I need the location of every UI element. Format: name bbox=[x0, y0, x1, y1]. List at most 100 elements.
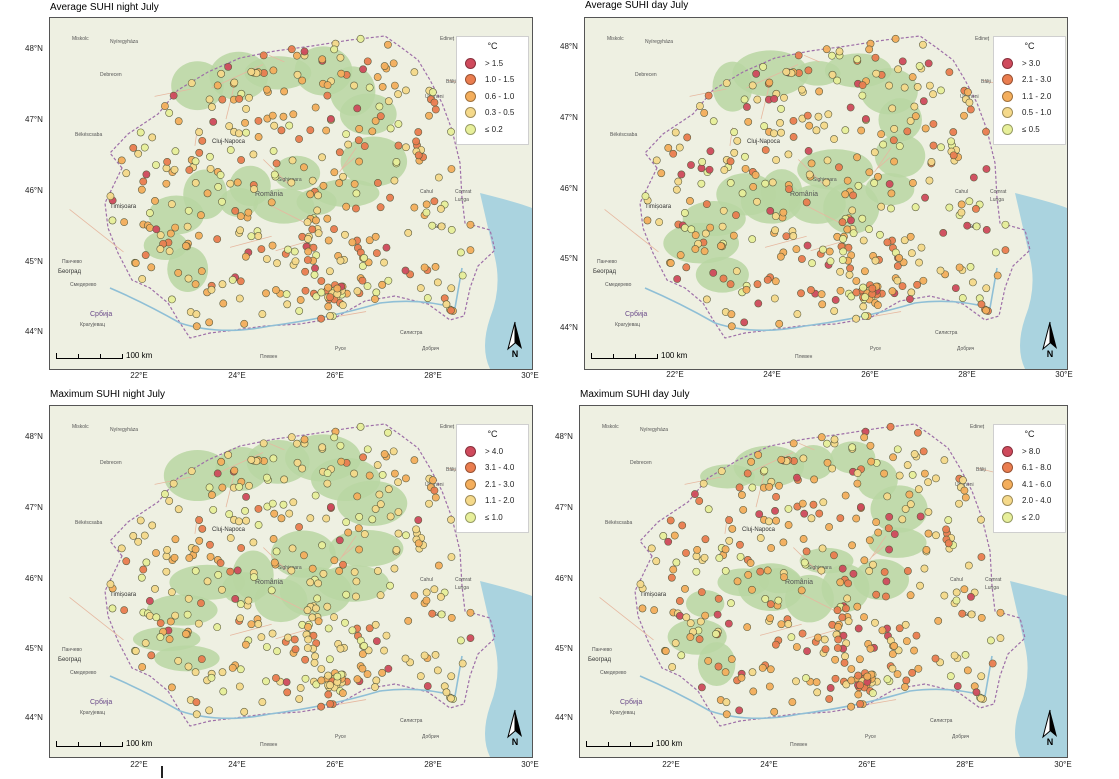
suhi-station-marker bbox=[890, 642, 898, 650]
place-label-balti: Bălți bbox=[446, 467, 456, 473]
suhi-station-marker bbox=[969, 173, 978, 182]
suhi-station-marker bbox=[793, 473, 801, 482]
suhi-station-marker bbox=[903, 461, 912, 469]
legend-item: 2.1 - 3.0 bbox=[1002, 72, 1057, 89]
suhi-station-marker bbox=[209, 505, 218, 514]
suhi-station-marker bbox=[402, 531, 410, 540]
suhi-station-marker bbox=[233, 178, 242, 187]
suhi-station-marker bbox=[924, 478, 932, 487]
suhi-station-marker bbox=[726, 157, 735, 166]
suhi-station-marker bbox=[982, 306, 990, 315]
suhi-station-marker bbox=[254, 232, 263, 240]
x-tick-label: 22°E bbox=[666, 370, 684, 379]
suhi-station-marker bbox=[304, 235, 312, 243]
suhi-station-marker bbox=[826, 257, 835, 266]
suhi-station-marker bbox=[852, 277, 861, 285]
suhi-station-marker bbox=[195, 536, 204, 545]
suhi-station-marker bbox=[865, 567, 874, 575]
x-tick-label: 30°E bbox=[521, 371, 539, 380]
place-label-silistra: Силистра bbox=[400, 718, 423, 724]
black-sea bbox=[480, 581, 532, 757]
suhi-station-marker bbox=[350, 568, 359, 576]
suhi-station-marker bbox=[195, 516, 203, 524]
suhi-station-marker bbox=[287, 178, 296, 187]
suhi-station-marker bbox=[960, 486, 969, 495]
suhi-station-marker bbox=[303, 218, 312, 227]
suhi-station-marker bbox=[859, 283, 868, 292]
suhi-station-marker bbox=[285, 509, 294, 518]
place-label-cluj: Cluj-Napoca bbox=[212, 527, 246, 533]
suhi-station-marker bbox=[852, 514, 861, 523]
scale-bar-tick bbox=[613, 354, 614, 359]
suhi-station-marker bbox=[324, 236, 333, 245]
suhi-station-marker bbox=[765, 682, 774, 691]
suhi-station-marker bbox=[163, 157, 172, 166]
legend-swatch bbox=[1002, 107, 1013, 119]
suhi-station-marker bbox=[208, 103, 216, 111]
suhi-station-marker bbox=[756, 567, 765, 576]
suhi-station-marker bbox=[847, 702, 855, 711]
suhi-station-marker bbox=[844, 617, 853, 626]
forest-area bbox=[717, 568, 769, 597]
suhi-station-marker bbox=[808, 259, 816, 268]
suhi-station-marker bbox=[378, 280, 387, 289]
road bbox=[225, 475, 235, 508]
suhi-station-marker bbox=[268, 111, 277, 120]
suhi-station-marker bbox=[244, 208, 253, 217]
suhi-station-marker bbox=[846, 103, 855, 112]
suhi-station-marker bbox=[777, 455, 786, 464]
suhi-station-marker bbox=[242, 492, 250, 501]
road bbox=[275, 241, 306, 252]
north-label: N bbox=[511, 349, 519, 359]
place-label-romania: România bbox=[255, 579, 283, 586]
suhi-station-marker bbox=[250, 185, 258, 193]
suhi-station-marker bbox=[268, 499, 277, 508]
suhi-station-marker bbox=[652, 557, 661, 566]
suhi-station-marker bbox=[847, 676, 856, 685]
suhi-station-marker bbox=[815, 509, 824, 518]
suhi-station-marker bbox=[907, 288, 916, 297]
suhi-station-marker bbox=[360, 254, 368, 262]
suhi-station-marker bbox=[206, 540, 214, 549]
suhi-station-marker bbox=[838, 218, 847, 227]
place-label-silistra: Силистра bbox=[400, 330, 423, 336]
legend-item: > 1.5 bbox=[465, 55, 520, 72]
suhi-station-marker bbox=[356, 34, 365, 43]
suhi-station-marker bbox=[766, 207, 775, 215]
suhi-station-marker bbox=[840, 658, 849, 667]
north-label: N bbox=[1046, 737, 1054, 747]
suhi-station-marker bbox=[430, 585, 439, 594]
suhi-station-marker bbox=[466, 634, 475, 643]
suhi-station-marker bbox=[874, 172, 882, 181]
suhi-station-marker bbox=[763, 566, 772, 575]
suhi-station-marker bbox=[386, 124, 395, 133]
suhi-station-marker bbox=[682, 263, 691, 272]
suhi-station-marker bbox=[303, 606, 312, 615]
legend-label: ≤ 0.2 bbox=[485, 124, 503, 134]
suhi-station-marker bbox=[709, 117, 718, 126]
suhi-station-marker bbox=[304, 623, 312, 631]
suhi-station-marker bbox=[833, 606, 842, 615]
suhi-station-marker bbox=[733, 577, 742, 586]
suhi-station-marker bbox=[360, 530, 369, 539]
suhi-station-marker bbox=[866, 644, 875, 653]
suhi-station-marker bbox=[167, 588, 176, 597]
suhi-station-marker bbox=[893, 445, 902, 454]
suhi-station-marker bbox=[848, 443, 857, 452]
place-label-romania: România bbox=[790, 191, 818, 198]
suhi-station-marker bbox=[254, 133, 263, 141]
suhi-station-marker bbox=[798, 85, 806, 94]
suhi-station-marker bbox=[152, 549, 160, 557]
suhi-station-marker bbox=[431, 263, 440, 271]
suhi-station-marker bbox=[318, 153, 326, 162]
suhi-station-marker bbox=[230, 78, 239, 87]
suhi-station-marker bbox=[784, 504, 793, 513]
legend-label: 1.1 - 2.0 bbox=[485, 496, 515, 506]
suhi-station-marker bbox=[982, 225, 991, 234]
suhi-station-marker bbox=[802, 547, 811, 556]
suhi-station-marker bbox=[131, 647, 140, 655]
suhi-station-marker bbox=[298, 76, 307, 85]
suhi-station-marker bbox=[301, 674, 310, 683]
forest-area bbox=[733, 445, 804, 488]
suhi-station-marker bbox=[729, 231, 738, 240]
